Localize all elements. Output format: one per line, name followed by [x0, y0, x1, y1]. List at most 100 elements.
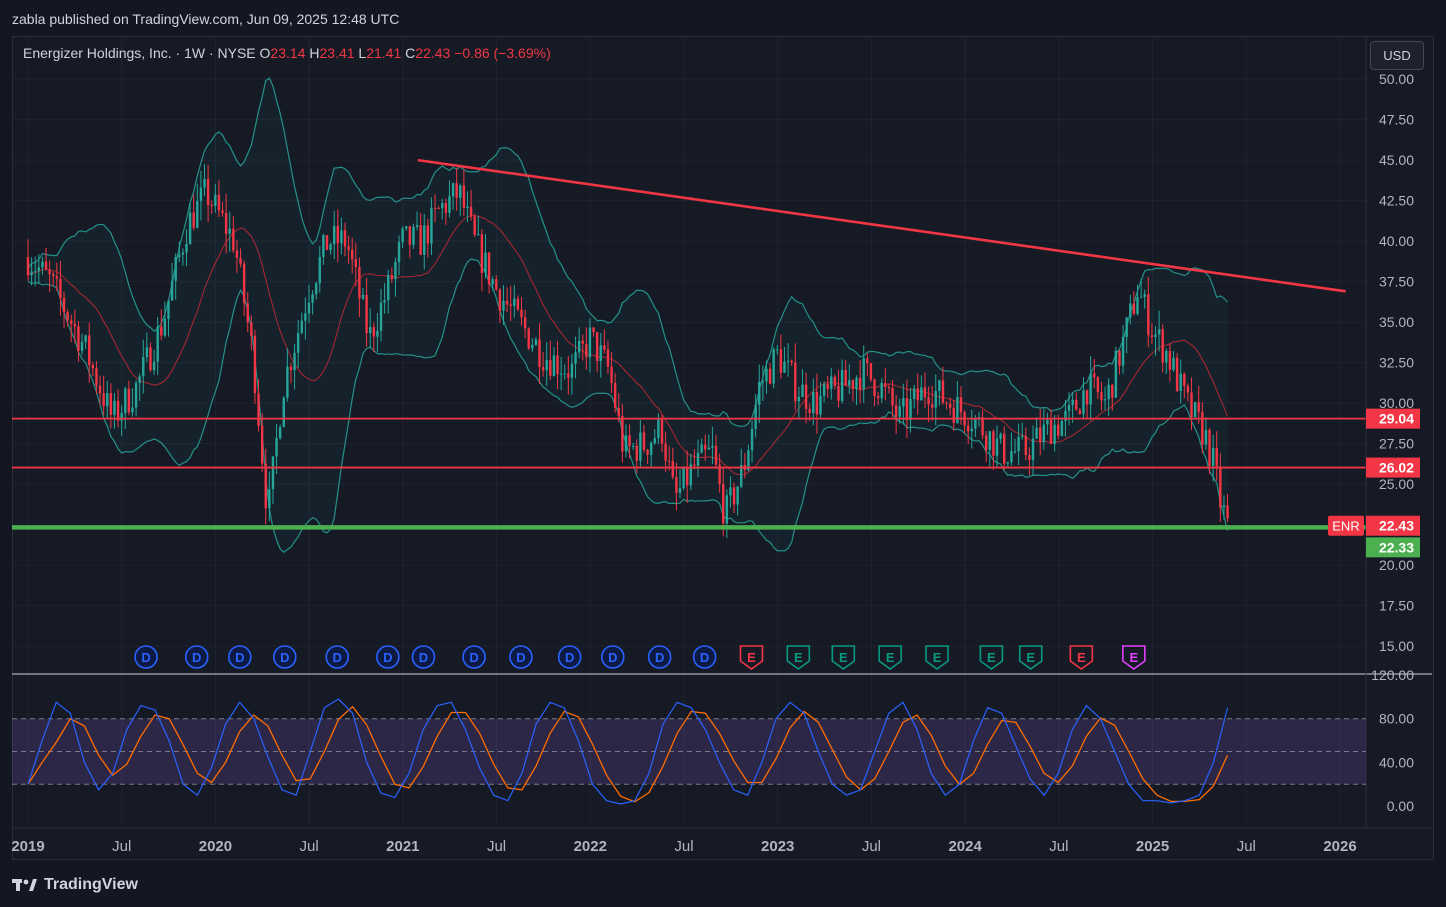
price-tick-label: 20.00 — [1379, 557, 1414, 573]
candle-body — [185, 244, 188, 253]
candle-body — [959, 397, 963, 413]
candle-body — [397, 242, 401, 263]
candle-body — [98, 385, 102, 394]
event-label: D — [383, 650, 392, 665]
price-tag — [1366, 457, 1420, 478]
dividend-icon — [134, 645, 158, 669]
candle-body — [866, 358, 869, 364]
candle-body — [145, 347, 149, 357]
event-label: D — [235, 650, 244, 665]
candle-body — [318, 256, 321, 284]
candle-body — [502, 300, 505, 311]
candle-body — [736, 486, 739, 505]
candle-body — [1039, 427, 1042, 443]
price-tick-label: 17.50 — [1379, 598, 1414, 614]
candle-body — [41, 261, 44, 268]
low-label: L — [358, 45, 367, 61]
candle-body — [26, 257, 30, 276]
candle-body — [819, 395, 822, 415]
candle-body — [1071, 399, 1074, 406]
currency-button[interactable]: USD — [1370, 41, 1424, 70]
candle-body — [293, 352, 296, 371]
event-label: E — [839, 650, 848, 665]
event-label: E — [1026, 650, 1035, 665]
event-label: D — [280, 650, 289, 665]
candle-body — [704, 444, 707, 450]
candle-body — [70, 320, 73, 324]
candle-body — [1208, 429, 1211, 466]
candle-body — [516, 298, 520, 310]
oscillator-tick-label: 0.00 — [1387, 798, 1414, 814]
candle-body — [750, 428, 754, 451]
candle-body — [1121, 336, 1125, 366]
price-tag — [1366, 515, 1420, 536]
candle-body — [257, 393, 260, 426]
candle-body — [570, 363, 574, 378]
dividend-icon — [184, 645, 209, 669]
price-tick-label: 25.00 — [1379, 476, 1414, 492]
price-tick-label: 40.00 — [1379, 233, 1414, 249]
candle-body — [887, 387, 891, 389]
publish-bar: zabla published on TradingView.com, Jun … — [0, 0, 1446, 36]
candle-body — [1096, 377, 1100, 393]
time-tick-label: 2026 — [1323, 838, 1356, 855]
candle-body — [1067, 405, 1071, 411]
candle-body — [1129, 303, 1132, 318]
candle-body — [1053, 424, 1056, 445]
bollinger-basis — [27, 214, 1229, 476]
candle-body — [884, 382, 887, 388]
candle-body — [156, 326, 159, 362]
candle-body — [264, 463, 267, 509]
candle-body — [30, 271, 33, 276]
candle-body — [945, 402, 948, 404]
candle-body — [239, 257, 242, 264]
candle-body — [563, 373, 566, 375]
price-tick-label: 42.50 — [1379, 193, 1414, 209]
candle-body — [441, 203, 444, 209]
tradingview-logo-icon — [12, 879, 37, 891]
close-label: C — [405, 45, 416, 61]
symbol-name[interactable]: Energizer Holdings, Inc. · 1W · NYSE — [23, 45, 256, 61]
candle-body — [1157, 329, 1161, 335]
candle-body — [188, 212, 192, 245]
candle-body — [228, 228, 231, 234]
event-label: D — [565, 650, 574, 665]
candle-body — [286, 366, 289, 398]
candle-body — [419, 225, 422, 255]
candle-body — [1006, 462, 1010, 464]
candle-body — [1024, 436, 1028, 456]
price-tag — [1366, 537, 1420, 558]
candle-body — [1103, 399, 1107, 401]
candle-body — [541, 367, 545, 371]
candle-body — [34, 271, 37, 273]
dividend-icon — [411, 645, 436, 669]
candle-body — [296, 333, 300, 353]
candle-body — [1175, 357, 1179, 391]
candle-body — [1060, 420, 1064, 436]
event-label: E — [1129, 650, 1138, 665]
candle-body — [613, 383, 617, 408]
time-tick-label: 2024 — [948, 838, 982, 855]
candle-body — [1222, 505, 1226, 508]
dividend-icon — [557, 645, 582, 669]
candle-body — [1165, 351, 1168, 363]
candle-body — [160, 326, 163, 336]
candle-body — [235, 250, 239, 258]
candle-body — [1003, 433, 1006, 464]
time-tick-label: Jul — [112, 838, 131, 855]
event-label: D — [192, 650, 201, 665]
candle-body — [909, 399, 912, 421]
candle-body — [246, 303, 249, 323]
event-label: E — [747, 650, 756, 665]
bollinger-lower — [27, 258, 1229, 553]
candle-body — [124, 388, 127, 413]
footer-brand: TradingView — [12, 876, 138, 894]
price-tag-label: 26.02 — [1379, 460, 1414, 476]
candle-body — [599, 345, 602, 362]
candle-body — [534, 339, 538, 345]
candle-body — [509, 304, 512, 307]
candle-body — [912, 388, 916, 400]
candle-body — [1136, 297, 1139, 314]
candle-body — [390, 275, 394, 280]
